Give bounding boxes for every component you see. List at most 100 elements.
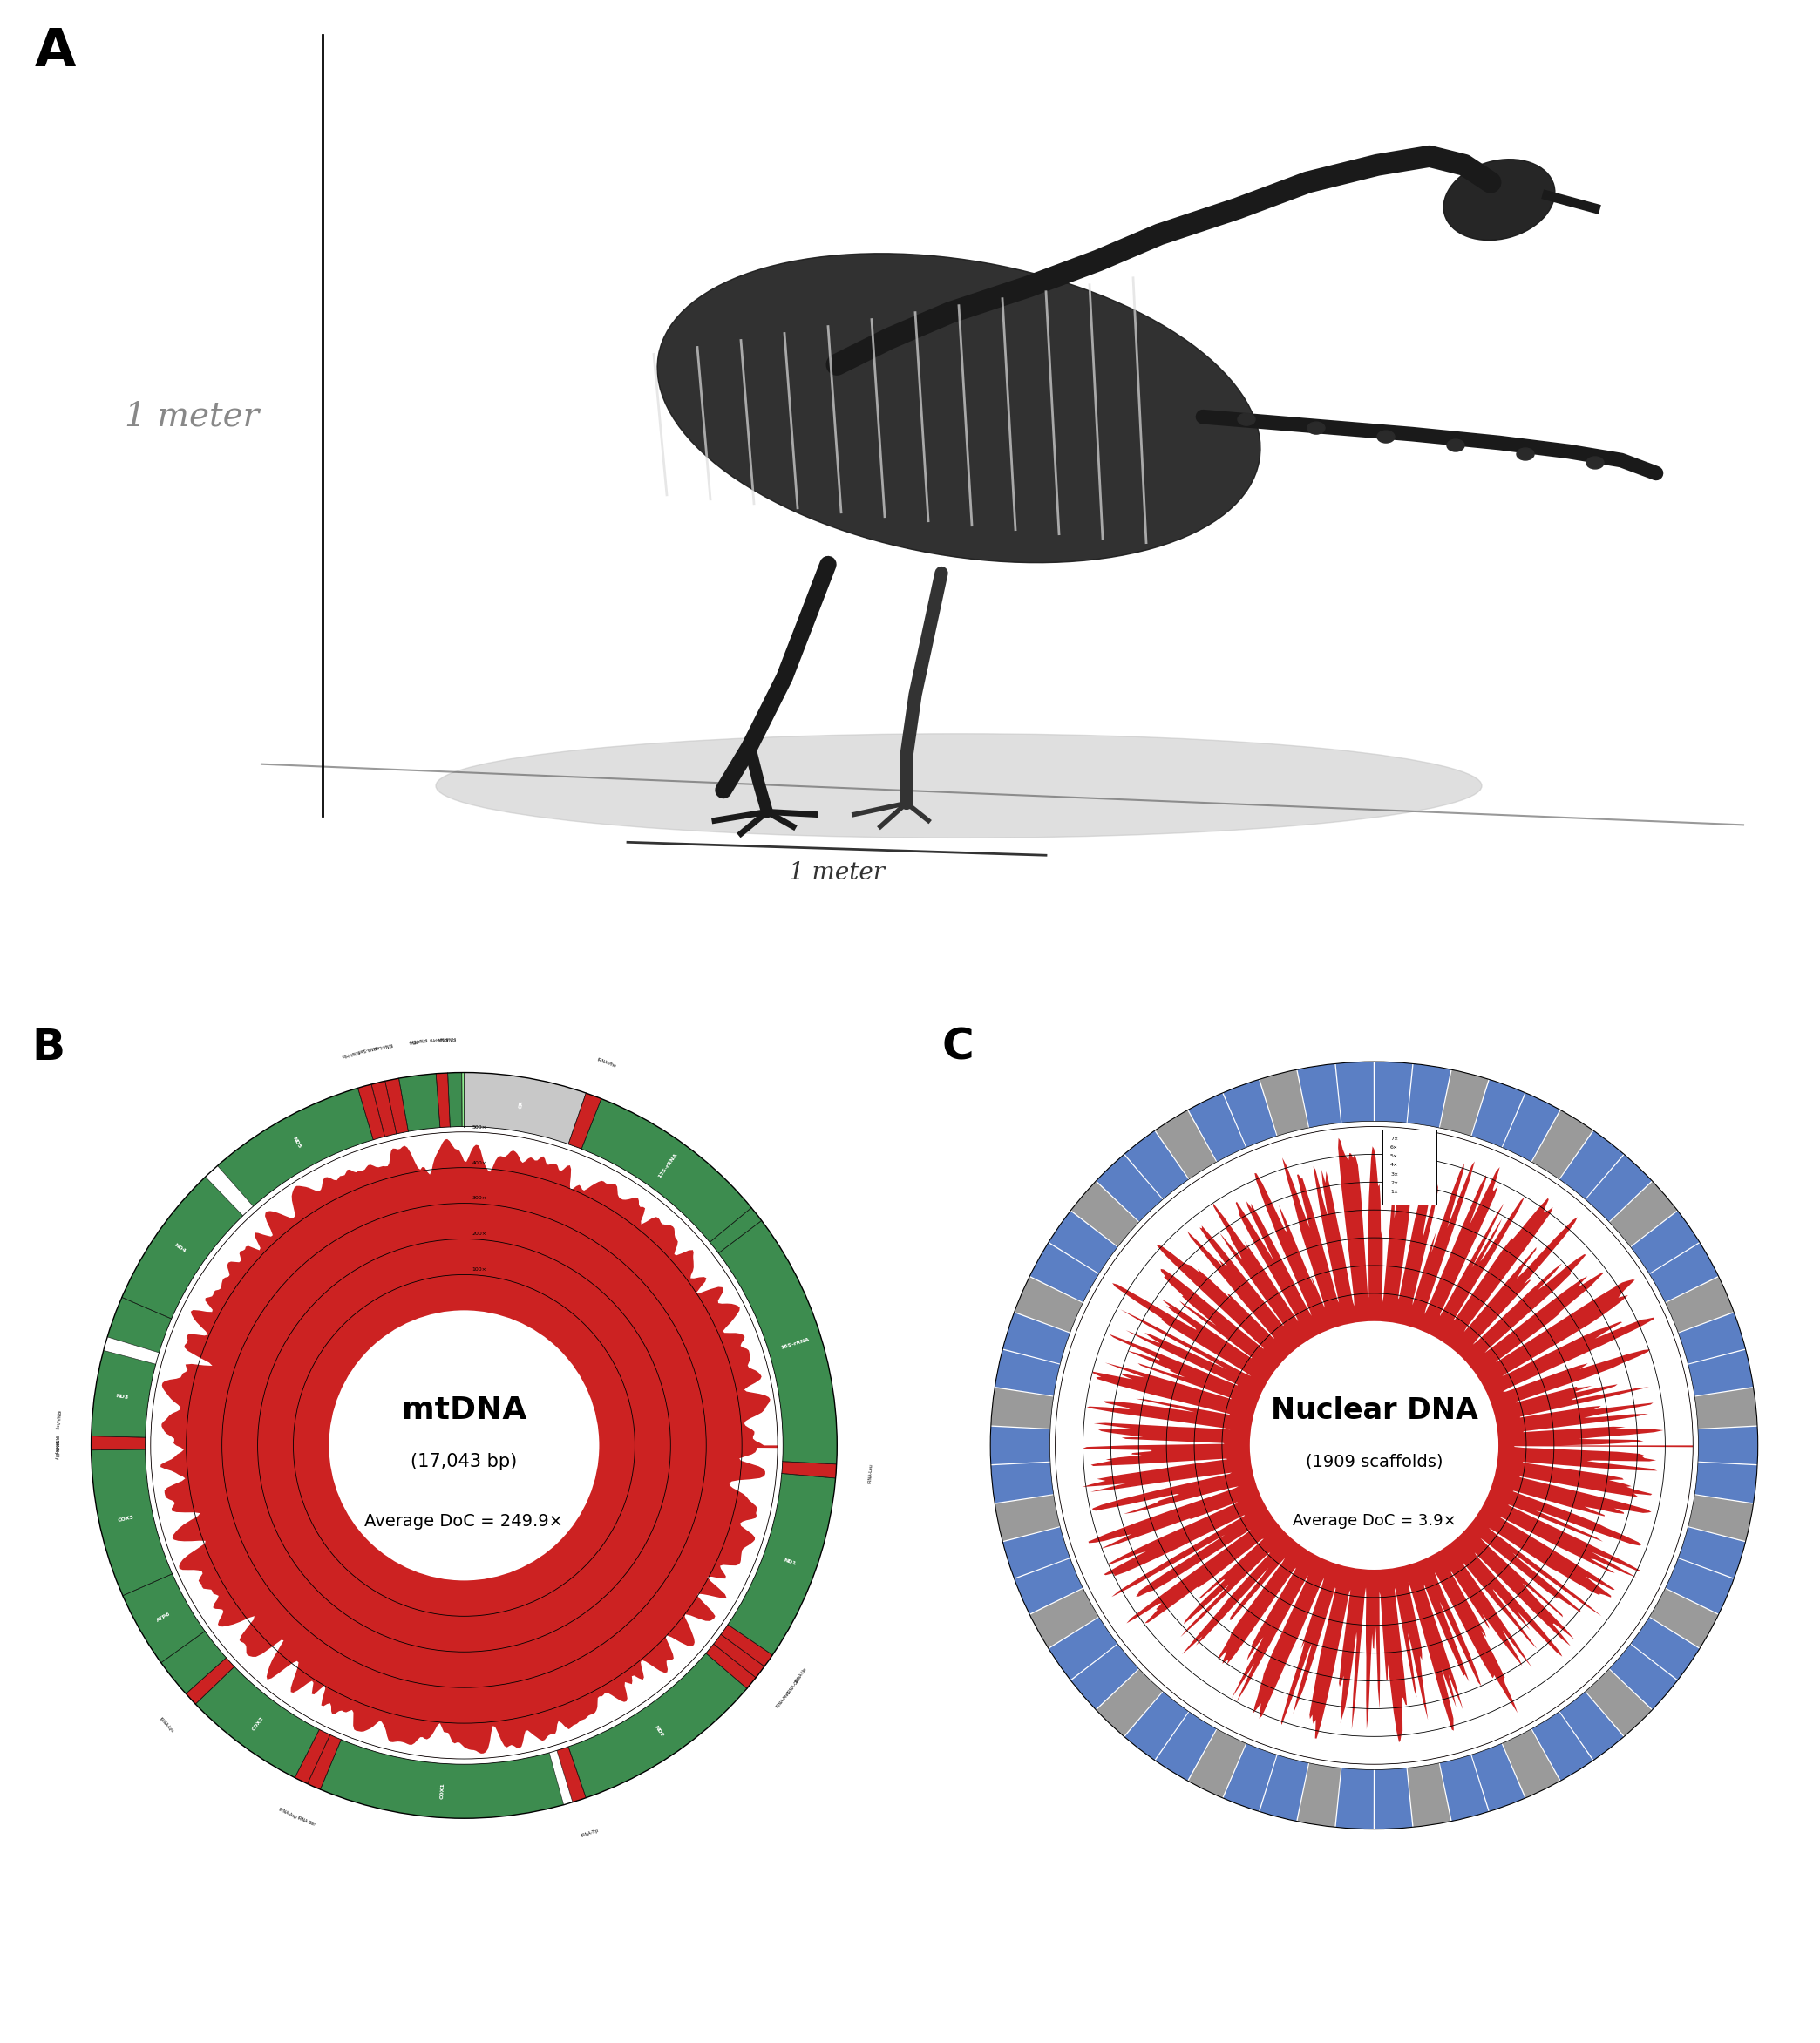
Polygon shape (1014, 1277, 1083, 1332)
Text: 1 meter: 1 meter (124, 400, 258, 433)
Polygon shape (1665, 1277, 1734, 1332)
Polygon shape (706, 1645, 755, 1688)
Polygon shape (91, 1436, 146, 1451)
Polygon shape (151, 1132, 777, 1759)
Polygon shape (1694, 1463, 1758, 1504)
Polygon shape (996, 1350, 1059, 1395)
Circle shape (329, 1310, 599, 1581)
Text: 6×: 6× (1390, 1146, 1398, 1150)
Text: tRNA-Asp: tRNA-Asp (278, 1808, 298, 1820)
Ellipse shape (1587, 458, 1603, 470)
Polygon shape (1689, 1495, 1753, 1540)
Ellipse shape (435, 733, 1481, 838)
Text: C: C (941, 1026, 974, 1068)
Text: 500×: 500× (471, 1126, 488, 1130)
Polygon shape (399, 1073, 440, 1132)
Text: ND3: ND3 (115, 1393, 129, 1399)
Text: tRNA-Pro: tRNA-Pro (430, 1036, 448, 1042)
Text: tRNA-Met: tRNA-Met (775, 1690, 792, 1708)
Polygon shape (1156, 1109, 1216, 1179)
Polygon shape (1056, 1126, 1693, 1765)
Text: 200×: 200× (471, 1232, 488, 1236)
Polygon shape (1096, 1669, 1163, 1737)
Circle shape (151, 1132, 777, 1759)
Polygon shape (1096, 1154, 1163, 1222)
Polygon shape (568, 1653, 746, 1798)
Polygon shape (1649, 1589, 1718, 1649)
Polygon shape (1407, 1064, 1451, 1128)
Polygon shape (195, 1667, 318, 1777)
Text: 1×: 1× (1390, 1189, 1398, 1193)
Text: tRNA-Gly: tRNA-Gly (55, 1436, 58, 1455)
Polygon shape (1560, 1132, 1623, 1199)
Polygon shape (1336, 1767, 1374, 1828)
Polygon shape (1259, 1755, 1309, 1820)
Polygon shape (386, 1079, 408, 1134)
Text: 100×: 100× (471, 1267, 488, 1273)
Ellipse shape (657, 253, 1261, 562)
Text: 12S-rRNA: 12S-rRNA (657, 1152, 679, 1179)
Polygon shape (1003, 1314, 1070, 1363)
Polygon shape (710, 1207, 761, 1252)
Polygon shape (91, 1448, 173, 1596)
Text: tRNA-Glu: tRNA-Glu (437, 1036, 457, 1040)
Text: tRNA-Thr: tRNA-Thr (408, 1036, 428, 1044)
Polygon shape (1503, 1093, 1560, 1162)
Polygon shape (464, 1073, 586, 1144)
Text: (17,043 bp): (17,043 bp) (411, 1453, 517, 1471)
Polygon shape (1503, 1728, 1560, 1798)
Polygon shape (1585, 1669, 1653, 1737)
Text: 4×: 4× (1390, 1162, 1398, 1167)
Polygon shape (996, 1495, 1059, 1540)
Polygon shape (1698, 1426, 1758, 1465)
Text: tRNA-Leu: tRNA-Leu (868, 1463, 874, 1483)
Text: tRNA-Gly: tRNA-Gly (55, 1440, 58, 1461)
Polygon shape (1532, 1109, 1592, 1179)
Polygon shape (295, 1730, 329, 1784)
Polygon shape (1048, 1618, 1117, 1679)
Polygon shape (1223, 1079, 1276, 1148)
Polygon shape (1631, 1211, 1700, 1273)
Polygon shape (581, 1099, 752, 1242)
Polygon shape (990, 1463, 1054, 1504)
Text: tRNA-Arg: tRNA-Arg (55, 1410, 60, 1430)
Text: (1909 scaffolds): (1909 scaffolds) (1305, 1453, 1443, 1469)
Polygon shape (568, 1093, 601, 1148)
Polygon shape (107, 1297, 171, 1352)
Polygon shape (990, 1426, 1050, 1465)
Polygon shape (1223, 1743, 1276, 1812)
Text: ND2: ND2 (653, 1724, 664, 1739)
Polygon shape (1678, 1528, 1745, 1577)
Text: 5×: 5× (1390, 1154, 1398, 1158)
Text: ND5: ND5 (291, 1136, 302, 1150)
Text: mtDNA: mtDNA (402, 1395, 526, 1426)
Polygon shape (990, 1387, 1054, 1428)
Polygon shape (719, 1220, 837, 1465)
Text: tRNA-Trp: tRNA-Trp (581, 1828, 599, 1839)
Polygon shape (91, 1350, 157, 1438)
Polygon shape (1678, 1314, 1745, 1363)
Polygon shape (1609, 1645, 1678, 1710)
Text: Nuclear DNA: Nuclear DNA (1270, 1395, 1478, 1424)
Text: tRNA-Gln: tRNA-Gln (786, 1675, 803, 1694)
Ellipse shape (1443, 159, 1554, 241)
Text: 16S-rRNA: 16S-rRNA (779, 1338, 810, 1350)
Text: tRNA-Phe: tRNA-Phe (597, 1058, 617, 1068)
Polygon shape (1694, 1387, 1758, 1428)
Text: tRNA-His: tRNA-His (340, 1048, 360, 1058)
Polygon shape (1609, 1181, 1678, 1246)
FancyBboxPatch shape (1381, 1130, 1436, 1205)
Polygon shape (1649, 1242, 1718, 1301)
Polygon shape (1188, 1093, 1245, 1162)
Polygon shape (186, 1657, 235, 1704)
Polygon shape (1298, 1064, 1341, 1128)
Text: 7×: 7× (1390, 1136, 1398, 1140)
Polygon shape (1336, 1062, 1374, 1124)
Polygon shape (308, 1735, 340, 1790)
Text: 2×: 2× (1390, 1181, 1398, 1185)
Polygon shape (1125, 1692, 1188, 1759)
Polygon shape (1585, 1154, 1653, 1222)
Text: ND1: ND1 (783, 1557, 797, 1565)
Polygon shape (1472, 1079, 1525, 1148)
Text: 300×: 300× (471, 1197, 488, 1201)
